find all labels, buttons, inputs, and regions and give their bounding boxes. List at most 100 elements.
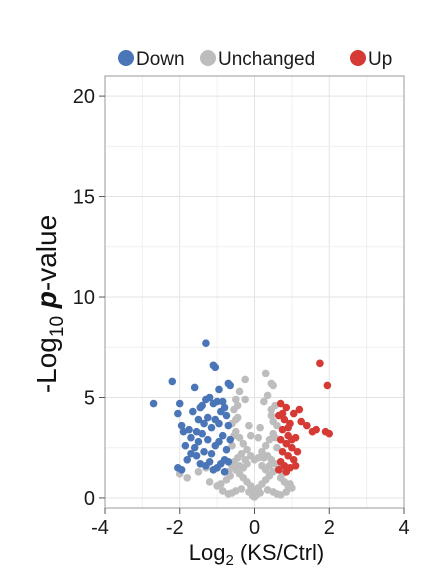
- point-unchanged: [282, 488, 291, 496]
- point-unchanged: [241, 395, 249, 404]
- point-unchanged: [205, 478, 214, 486]
- point-down: [205, 457, 214, 466]
- point-unchanged: [232, 415, 240, 424]
- point-down: [220, 455, 229, 464]
- point-up: [289, 409, 298, 418]
- y-tick-label: 5: [84, 387, 95, 409]
- y-axis-title: -Log10 p-value: [31, 215, 68, 393]
- legend-marker-up: [350, 50, 366, 66]
- point-unchanged: [250, 493, 259, 501]
- point-unchanged: [261, 441, 270, 450]
- point-down: [218, 431, 227, 440]
- y-tick-label: 0: [84, 488, 95, 510]
- point-unchanged: [254, 433, 263, 442]
- point-up: [280, 415, 289, 424]
- point-down: [211, 363, 220, 372]
- point-up: [274, 466, 283, 474]
- point-unchanged: [183, 474, 192, 482]
- point-down: [185, 425, 193, 434]
- point-down: [183, 455, 192, 464]
- x-axis-title-main: Log: [189, 540, 226, 565]
- point-unchanged: [269, 381, 277, 390]
- point-unchanged: [246, 431, 255, 440]
- point-unchanged: [286, 480, 294, 488]
- point-down: [175, 399, 184, 408]
- y-axis-title-italic: p: [31, 291, 62, 309]
- point-down: [168, 377, 177, 386]
- x-tick-label: -2: [166, 517, 184, 539]
- x-tick-label: -4: [91, 517, 109, 539]
- y-axis-title-rest: -value: [31, 215, 62, 291]
- point-down: [177, 421, 186, 430]
- point-up: [323, 381, 332, 390]
- point-down: [224, 379, 233, 388]
- x-axis-title: Log2 (KS/Ctrl): [189, 540, 325, 569]
- point-down: [213, 397, 221, 406]
- point-unchanged: [222, 476, 231, 484]
- point-down: [202, 339, 210, 348]
- y-axis-title-space: [31, 308, 62, 316]
- point-down: [222, 445, 231, 454]
- point-unchanged: [276, 491, 285, 499]
- point-up: [288, 435, 296, 444]
- point-down: [205, 393, 214, 402]
- point-unchanged: [258, 447, 266, 456]
- point-unchanged: [267, 405, 276, 414]
- point-unchanged: [245, 421, 253, 430]
- point-down: [200, 419, 208, 428]
- point-unchanged: [256, 423, 264, 432]
- point-down: [203, 435, 212, 444]
- point-unchanged: [233, 401, 242, 410]
- point-down: [217, 407, 225, 416]
- point-unchanged: [235, 462, 244, 470]
- point-unchanged: [261, 369, 270, 378]
- point-up: [276, 399, 285, 408]
- point-down: [192, 451, 201, 460]
- point-unchanged: [232, 395, 240, 404]
- point-unchanged: [243, 445, 251, 454]
- point-up: [284, 423, 292, 432]
- point-down: [224, 421, 233, 430]
- point-down: [226, 435, 235, 444]
- point-up: [282, 403, 291, 412]
- point-down: [207, 423, 216, 432]
- legend-marker-down: [118, 50, 134, 66]
- y-axis-ticks: 0 5 10 15 20: [73, 86, 105, 510]
- point-unchanged: [260, 397, 268, 406]
- point-up: [288, 443, 296, 452]
- point-down: [215, 385, 223, 394]
- point-down: [177, 466, 186, 474]
- data-points: [149, 339, 334, 501]
- point-down: [215, 437, 223, 446]
- point-down: [203, 413, 212, 422]
- x-tick-label: 4: [398, 517, 409, 539]
- point-down: [207, 449, 216, 458]
- point-up: [291, 462, 300, 470]
- legend-label-down: Down: [136, 49, 185, 70]
- point-down: [211, 415, 220, 424]
- legend-label-unchanged: Unchanged: [218, 49, 315, 70]
- point-down: [200, 447, 208, 456]
- point-down: [222, 411, 231, 420]
- legend: Down Unchanged Up: [118, 49, 392, 70]
- point-unchanged: [218, 487, 227, 495]
- point-unchanged: [273, 443, 281, 452]
- point-down: [190, 443, 199, 452]
- point-up: [297, 417, 306, 426]
- point-unchanged: [263, 391, 272, 400]
- point-up: [316, 359, 324, 368]
- point-up: [303, 421, 311, 430]
- point-up: [282, 468, 291, 476]
- point-unchanged: [224, 490, 233, 498]
- point-up: [278, 447, 287, 456]
- point-unchanged: [241, 455, 249, 464]
- point-down: [187, 433, 195, 442]
- point-up: [293, 447, 302, 456]
- point-unchanged: [250, 455, 259, 464]
- point-unchanged: [194, 468, 203, 476]
- point-up: [278, 409, 287, 418]
- point-up: [312, 425, 320, 434]
- x-tick-label: 2: [324, 517, 335, 539]
